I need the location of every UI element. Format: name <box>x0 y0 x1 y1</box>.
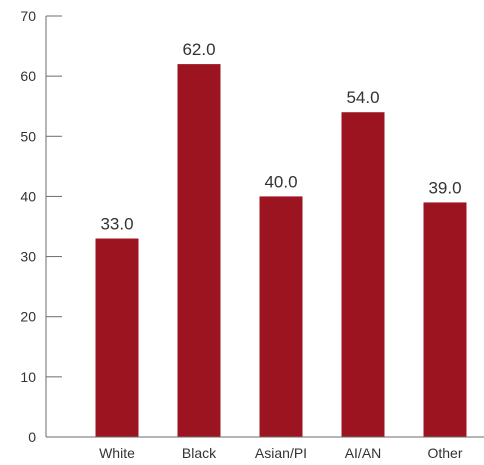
y-axis: 0 10 20 30 40 50 60 70 <box>20 8 62 445</box>
data-label: 54.0 <box>346 88 379 107</box>
data-label: 40.0 <box>264 172 297 191</box>
x-axis: White Black Asian/PI AI/AN Other <box>46 436 484 461</box>
y-tick-label: 20 <box>20 309 36 325</box>
x-tick-label: White <box>99 445 135 461</box>
y-tick-label: 30 <box>20 249 36 265</box>
y-tick-label: 50 <box>20 128 36 144</box>
bar <box>341 112 385 437</box>
data-label: 39.0 <box>428 178 461 197</box>
data-label: 62.0 <box>182 40 215 59</box>
x-tick-label: AI/AN <box>345 445 382 461</box>
y-tick-label: 40 <box>20 188 36 204</box>
y-tick-label: 70 <box>20 8 36 24</box>
x-tick-label: Asian/PI <box>255 445 307 461</box>
x-tick-label: Other <box>427 445 462 461</box>
data-label: 33.0 <box>100 215 133 234</box>
x-tick-label: Black <box>182 445 217 461</box>
y-tick-label: 60 <box>20 68 36 84</box>
bar <box>95 238 139 437</box>
y-tick-label: 0 <box>28 429 36 445</box>
bar <box>423 202 467 437</box>
bar <box>177 64 221 437</box>
bar <box>259 196 303 437</box>
bars: 33.0 62.0 40.0 54.0 39.0 <box>95 40 467 437</box>
y-tick-label: 10 <box>20 369 36 385</box>
